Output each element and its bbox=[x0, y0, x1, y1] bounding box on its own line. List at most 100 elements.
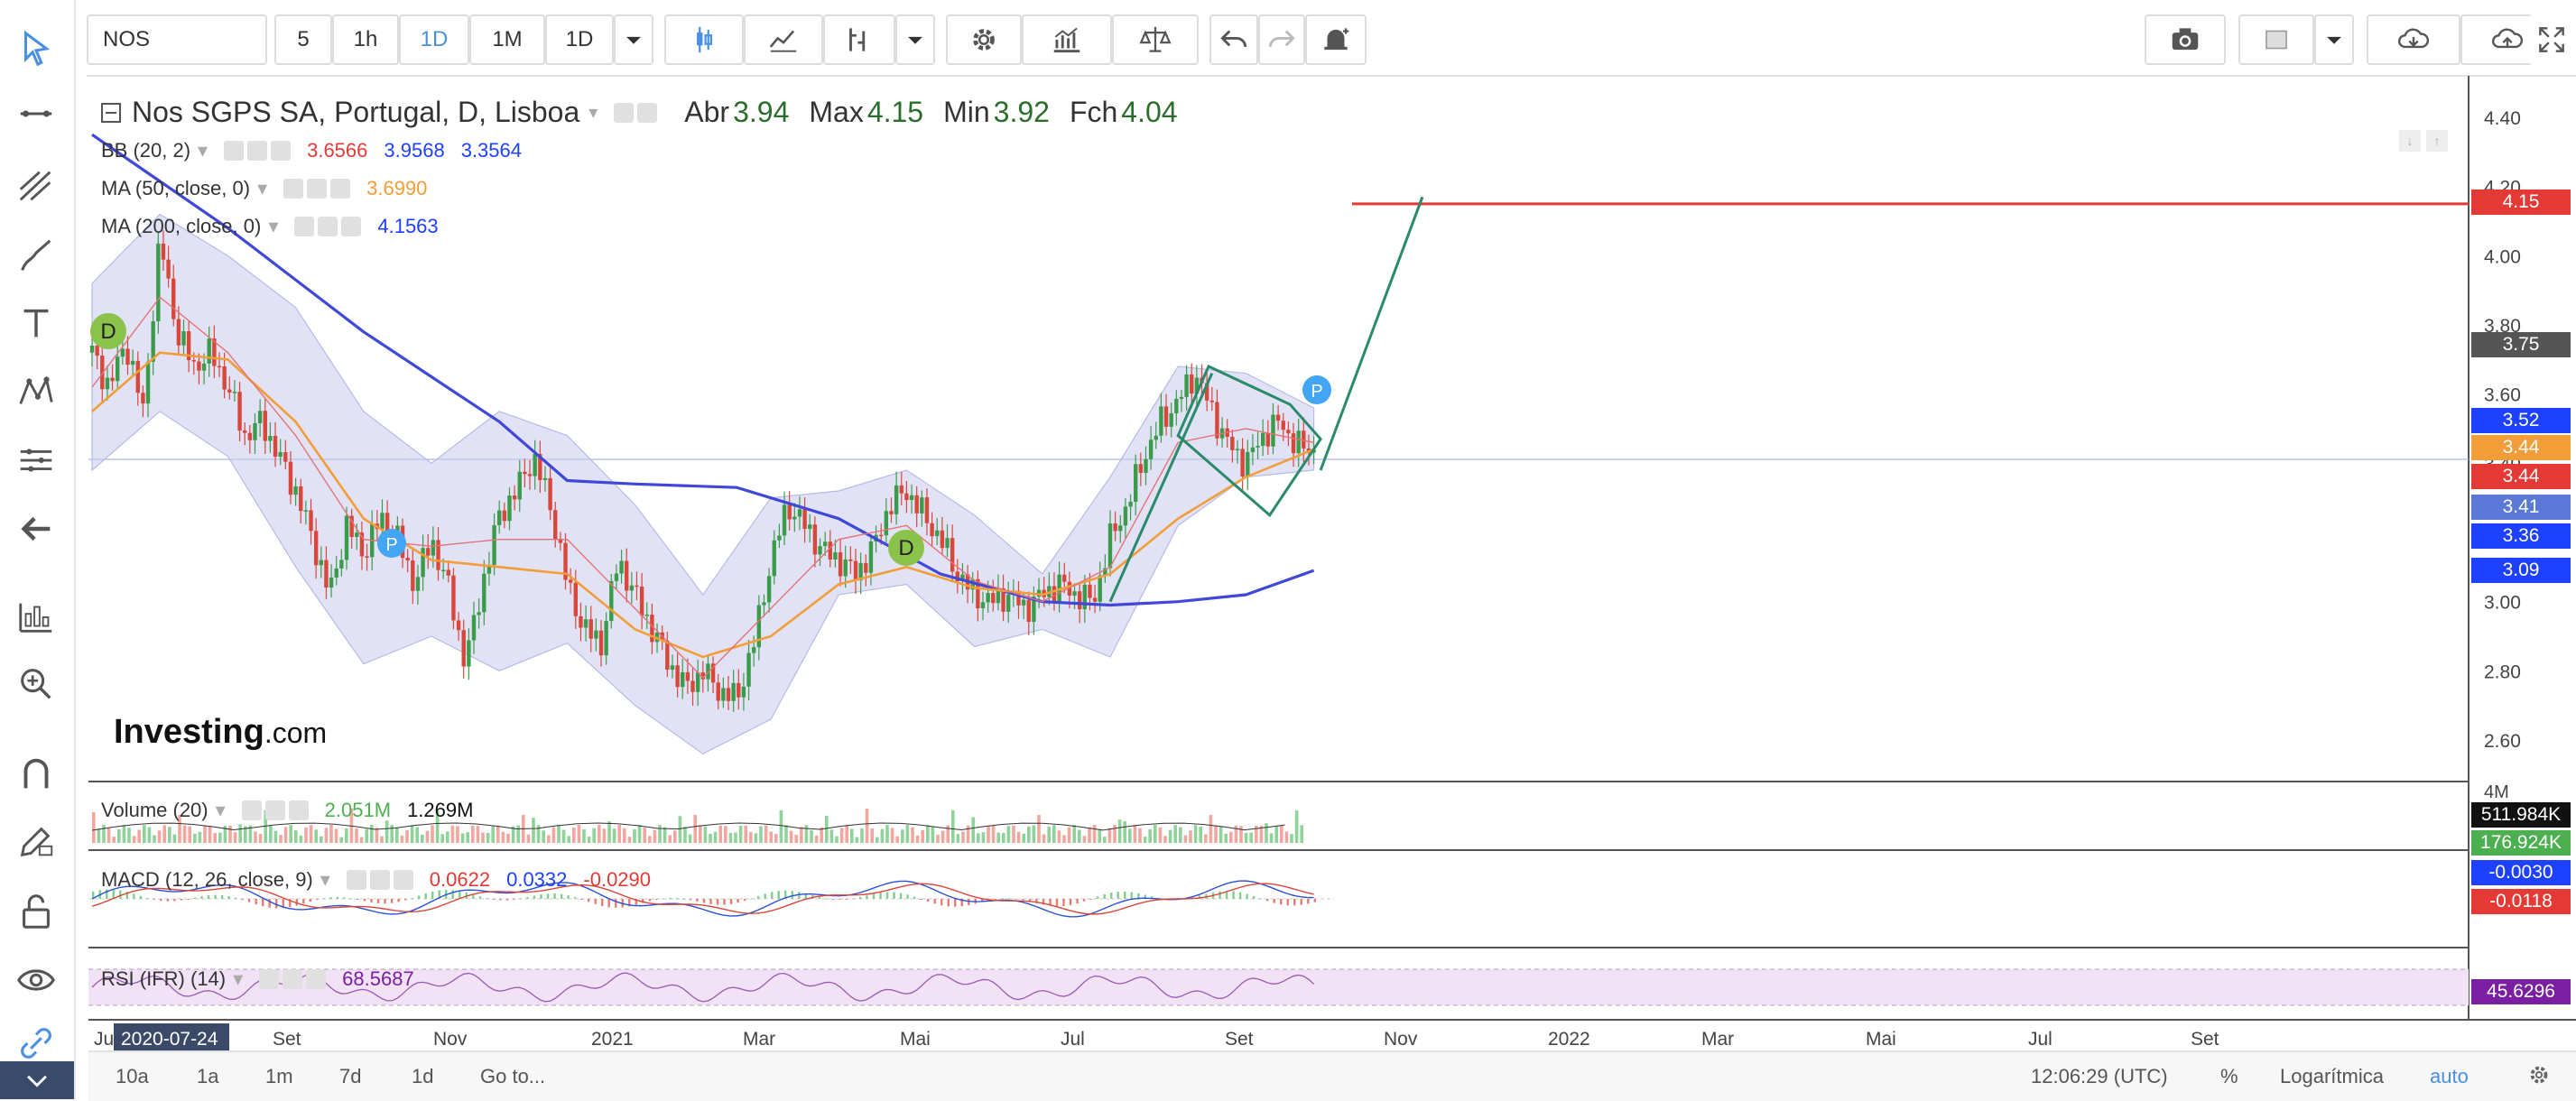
undo-icon[interactable] bbox=[1209, 14, 1258, 65]
move-up-icon[interactable]: ↑ bbox=[2426, 130, 2448, 152]
compare-icon[interactable] bbox=[1112, 14, 1199, 65]
volume-bar bbox=[1229, 831, 1233, 843]
macd-hist-bar bbox=[791, 891, 793, 899]
zoom-icon[interactable] bbox=[13, 661, 60, 708]
macd-hist-bar bbox=[771, 892, 774, 899]
ma50-legend[interactable]: MA (50, close, 0) ▾ 3.6990 bbox=[101, 177, 428, 199]
volume-bar bbox=[446, 831, 449, 843]
trend-line-icon[interactable] bbox=[13, 90, 60, 137]
x-tick-label: Mai bbox=[1866, 1029, 1896, 1050]
candle-body bbox=[440, 569, 446, 572]
legend-icons[interactable] bbox=[294, 217, 362, 236]
legend-settings-icon[interactable] bbox=[614, 102, 658, 123]
indicators-dropdown[interactable] bbox=[895, 14, 935, 65]
candle-body bbox=[1296, 430, 1301, 454]
lock-icon[interactable] bbox=[13, 888, 60, 935]
pane-nav-icons[interactable]: ↓ ↑ bbox=[2399, 130, 2448, 152]
eye-icon[interactable] bbox=[13, 957, 60, 1004]
volume-bar bbox=[936, 835, 940, 843]
link-icon[interactable] bbox=[13, 1020, 60, 1067]
range-7d[interactable]: 7d bbox=[339, 1065, 362, 1087]
marker-circle bbox=[888, 530, 924, 566]
fib-icon[interactable] bbox=[13, 162, 60, 209]
indicators-icon[interactable] bbox=[823, 14, 895, 65]
brush-icon[interactable] bbox=[13, 233, 60, 280]
volume-bar bbox=[157, 830, 162, 843]
volume-bar bbox=[1244, 832, 1248, 843]
range-1m[interactable]: 1m bbox=[265, 1065, 293, 1087]
volume-bar bbox=[1027, 826, 1031, 843]
legend-icons[interactable] bbox=[224, 141, 292, 161]
volume-bar bbox=[582, 828, 586, 843]
collapse-icon[interactable] bbox=[0, 1061, 74, 1099]
magnet-icon[interactable] bbox=[13, 751, 60, 798]
pattern-icon[interactable] bbox=[13, 368, 60, 415]
collapse-legend-icon[interactable] bbox=[101, 102, 121, 123]
chart-type-icon[interactable] bbox=[13, 594, 60, 641]
interval-dropdown[interactable] bbox=[614, 14, 653, 65]
volume-bar bbox=[774, 834, 778, 843]
log-toggle[interactable]: Logarítmica bbox=[2280, 1065, 2384, 1087]
rsi-legend[interactable]: RSI (IFR) (14) ▾ 68.5687 bbox=[101, 967, 414, 990]
percent-toggle[interactable]: % bbox=[2220, 1065, 2238, 1087]
chevron-down-icon[interactable]: ▾ bbox=[588, 103, 598, 123]
color-dropdown[interactable] bbox=[2314, 14, 2354, 65]
macd-hist-bar bbox=[1238, 892, 1242, 899]
interval-custom-button[interactable]: 1D bbox=[545, 14, 614, 65]
macd-hist-bar bbox=[282, 899, 284, 909]
crosshair-date-label: 2020-07-24 bbox=[121, 1029, 218, 1050]
color-box-icon[interactable] bbox=[2238, 14, 2314, 65]
alert-icon[interactable] bbox=[1305, 14, 1367, 65]
candle-body bbox=[838, 552, 843, 577]
interval-5-button[interactable]: 5 bbox=[274, 14, 332, 65]
macd-hist-bar bbox=[1028, 899, 1032, 902]
drawings[interactable] bbox=[1108, 196, 2469, 603]
bars-icon[interactable] bbox=[1022, 14, 1112, 65]
candle-body bbox=[477, 612, 481, 615]
candle-body bbox=[558, 539, 563, 543]
bb-legend[interactable]: BB (20, 2) ▾ 3.6566 3.9568 3.3564 bbox=[101, 139, 522, 162]
settings-icon[interactable] bbox=[946, 14, 1022, 65]
macd-hist-bar bbox=[241, 899, 244, 901]
legend-icons[interactable] bbox=[346, 870, 413, 890]
interval-1d-button[interactable]: 1D bbox=[399, 14, 469, 65]
candle-body bbox=[950, 538, 955, 572]
camera-icon[interactable] bbox=[2145, 14, 2226, 65]
auto-toggle[interactable]: auto bbox=[2430, 1065, 2469, 1087]
legend-icons[interactable] bbox=[283, 179, 351, 199]
volume-legend[interactable]: Volume (20) ▾ 2.051M 1.269M bbox=[101, 799, 474, 821]
volume-bar bbox=[182, 825, 187, 843]
symbol-search[interactable]: NOS bbox=[87, 14, 267, 65]
macd-legend[interactable]: MACD (12, 26, close, 9) ▾ 0.0622 0.0332 -… bbox=[101, 868, 652, 891]
edit-lock-icon[interactable] bbox=[13, 818, 60, 865]
volume-bar bbox=[1098, 828, 1101, 843]
cursor-icon[interactable] bbox=[13, 25, 60, 72]
macd-hist-bar bbox=[384, 899, 386, 904]
ma200-legend[interactable]: MA (200, close, 0) ▾ 4.1563 bbox=[101, 215, 439, 237]
move-down-icon[interactable]: ↓ bbox=[2399, 130, 2421, 152]
candle-body bbox=[171, 278, 176, 319]
measure-icon[interactable] bbox=[13, 437, 60, 484]
candle-body bbox=[237, 392, 242, 431]
legend-icons[interactable] bbox=[259, 969, 327, 989]
candles-icon[interactable] bbox=[664, 14, 744, 65]
cloud-download-icon[interactable] bbox=[2367, 14, 2460, 65]
price-tag: 3.09 bbox=[2471, 558, 2571, 583]
macd-hist-bar bbox=[472, 894, 475, 899]
range-1d[interactable]: 1d bbox=[412, 1065, 434, 1087]
back-arrow-icon[interactable] bbox=[13, 505, 60, 552]
event-markers[interactable]: D P D P bbox=[90, 313, 1331, 566]
interval-1m-button[interactable]: 1M bbox=[469, 14, 545, 65]
interval-1h-button[interactable]: 1h bbox=[332, 14, 399, 65]
volume-bar bbox=[385, 820, 389, 843]
fullscreen-icon[interactable] bbox=[2529, 14, 2574, 65]
text-icon[interactable] bbox=[13, 300, 60, 347]
settings-icon[interactable] bbox=[2525, 1061, 2553, 1094]
range-1a[interactable]: 1a bbox=[197, 1065, 219, 1087]
redo-icon[interactable] bbox=[1258, 14, 1305, 65]
legend-icons[interactable] bbox=[241, 800, 309, 820]
goto-button[interactable]: Go to... bbox=[480, 1065, 546, 1087]
line-style-icon[interactable] bbox=[744, 14, 823, 65]
range-10a[interactable]: 10a bbox=[116, 1065, 149, 1087]
